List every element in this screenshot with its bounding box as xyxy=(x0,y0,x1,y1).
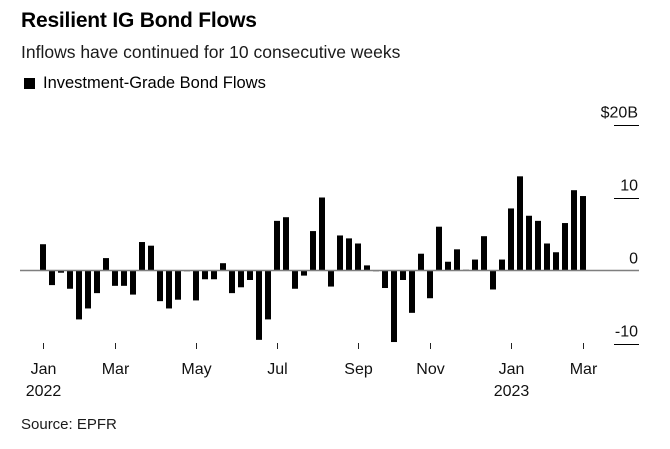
x-tick-label: Jan xyxy=(499,361,525,378)
bar xyxy=(166,270,172,309)
bar xyxy=(310,231,316,271)
bar xyxy=(364,265,370,271)
bar xyxy=(139,242,145,271)
bar xyxy=(382,270,388,289)
x-tick-year-label: 2023 xyxy=(494,383,530,400)
chart-subtitle: Inflows have continued for 10 consecutiv… xyxy=(21,42,401,62)
bar xyxy=(445,261,451,271)
bar xyxy=(130,270,136,295)
bar xyxy=(157,270,163,302)
bar xyxy=(193,270,199,301)
bar xyxy=(346,238,352,271)
bar xyxy=(337,235,343,271)
bar xyxy=(544,243,550,271)
bar xyxy=(256,270,262,340)
bar xyxy=(274,220,280,271)
bar xyxy=(355,243,361,271)
x-tick-year-label: 2022 xyxy=(26,383,62,400)
bar xyxy=(490,270,496,290)
bar xyxy=(418,253,424,271)
bar xyxy=(49,270,55,286)
bar xyxy=(526,215,532,271)
bar xyxy=(571,190,577,271)
y-tick-label: -10 xyxy=(615,324,638,341)
bar xyxy=(220,263,226,271)
bar xyxy=(391,270,397,343)
bar xyxy=(283,217,289,271)
x-tick-label: Nov xyxy=(416,361,444,378)
bar xyxy=(409,270,415,313)
bar xyxy=(247,270,253,280)
bar xyxy=(580,196,586,271)
legend-swatch-icon xyxy=(24,78,35,89)
x-axis: Jan 2022 Mar May Jul Sep Nov Jan 2023 Mar xyxy=(26,343,598,400)
x-tick-label: Jan xyxy=(31,361,57,378)
bar xyxy=(229,270,235,294)
bar xyxy=(58,270,64,273)
bar xyxy=(562,223,568,271)
bar xyxy=(76,270,82,320)
bar xyxy=(292,270,298,289)
bars xyxy=(40,176,586,343)
y-tick-label: 10 xyxy=(620,178,638,195)
x-tick-label: Sep xyxy=(344,361,373,378)
source-note: Source: EPFR xyxy=(21,416,117,433)
bar xyxy=(400,270,406,280)
bar xyxy=(427,270,433,299)
y-tick-label: $20B xyxy=(601,105,638,122)
bar xyxy=(454,249,460,271)
x-tick-label: May xyxy=(181,361,211,378)
bar xyxy=(481,236,487,271)
bar xyxy=(265,270,271,320)
bar xyxy=(319,197,325,271)
x-tick-label: Jul xyxy=(267,361,287,378)
bar xyxy=(103,258,109,271)
bar xyxy=(148,245,154,271)
bar xyxy=(301,270,307,276)
bar xyxy=(211,270,217,280)
bar xyxy=(175,270,181,300)
bar xyxy=(85,270,91,309)
chart-title: Resilient IG Bond Flows xyxy=(21,9,257,32)
bar xyxy=(328,270,334,287)
y-tick-label: 0 xyxy=(629,251,638,268)
bar xyxy=(121,270,127,286)
x-tick-label: Mar xyxy=(102,361,130,378)
bar xyxy=(517,176,523,271)
bar xyxy=(94,270,100,294)
bar xyxy=(499,259,505,271)
bar xyxy=(238,270,244,288)
bar xyxy=(202,270,208,280)
legend-label: Investment-Grade Bond Flows xyxy=(43,74,266,92)
x-tick-label: Mar xyxy=(570,361,598,378)
bar xyxy=(436,226,442,271)
bar xyxy=(40,244,46,271)
bar xyxy=(67,270,73,289)
bar xyxy=(553,252,559,271)
bar xyxy=(112,270,118,286)
bar xyxy=(535,220,541,271)
bar xyxy=(472,259,478,271)
bar xyxy=(508,208,514,271)
y-axis: $20B 10 0 -10 xyxy=(601,105,639,345)
legend: Investment-Grade Bond Flows xyxy=(24,74,266,93)
